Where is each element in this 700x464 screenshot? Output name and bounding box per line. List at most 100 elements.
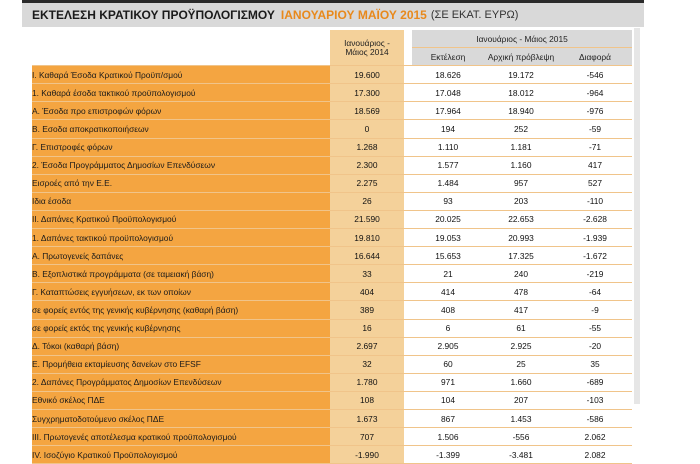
row-label: Β. Εσοδα αποκρατικοποιήσεων xyxy=(32,119,330,139)
value-forecast: 252 xyxy=(484,119,558,139)
value-execution: 1.577 xyxy=(412,156,484,175)
value-difference: 417 xyxy=(558,156,633,175)
table-row: ΙΙΙ. Πρωτογενές αποτέλεσμα κρατικού προϋ… xyxy=(32,427,633,447)
value-forecast: 1.160 xyxy=(484,156,558,175)
value-2014: -1.990 xyxy=(330,445,404,464)
table-title: ΕΚΤΕΛΕΣΗ ΚΡΑΤΙΚΟΥ ΠΡΟΫΠΟΛΟΓΙΣΜΟΥ xyxy=(32,8,275,22)
value-execution: 408 xyxy=(412,300,484,320)
value-2014: 1.673 xyxy=(330,409,404,429)
row-label: σε φορείς εκτός της γενικής κυβέρνησης xyxy=(32,319,330,338)
value-execution: -1.399 xyxy=(412,445,484,464)
value-execution: 867 xyxy=(412,409,484,429)
row-label: Α. Έσοδα προ επιστροφών φόρων xyxy=(32,101,330,121)
value-forecast: 22.653 xyxy=(484,210,558,230)
separator-cell xyxy=(404,445,412,464)
table-row: Γ. Επιστροφές φόρων 1.268 1.110 1.181 -71 xyxy=(32,138,633,157)
value-forecast: 957 xyxy=(484,174,558,193)
value-difference: -71 xyxy=(558,138,633,157)
value-2014: 0 xyxy=(330,119,404,139)
separator-cell xyxy=(404,228,412,248)
header-2014-line1: Ιανουάριος - xyxy=(344,37,390,48)
value-forecast: 1.660 xyxy=(484,373,558,392)
value-2014: 19.600 xyxy=(330,65,404,85)
value-difference: -110 xyxy=(558,192,633,211)
table-row: ΙΙ. Δαπάνες Κρατικού Προϋπολογισμού 21.59… xyxy=(32,210,633,230)
value-2014: 2.300 xyxy=(330,156,404,175)
value-2014: 108 xyxy=(330,391,404,410)
value-2014: 16 xyxy=(330,319,404,338)
row-label: Δ. Τόκοι (καθαρή βάση) xyxy=(32,337,330,356)
header-group-2015: Ιανουάριος - Μάιος 2015 xyxy=(412,30,633,49)
value-forecast: 240 xyxy=(484,264,558,284)
separator-cell xyxy=(404,391,412,410)
value-execution: 21 xyxy=(412,264,484,284)
value-2014: 18.569 xyxy=(330,101,404,121)
value-execution: 1.506 xyxy=(412,427,484,447)
value-execution: 6 xyxy=(412,319,484,338)
row-label: 1. Δαπάνες τακτικού προϋπολογισμού xyxy=(32,228,330,248)
value-2014: 32 xyxy=(330,355,404,374)
separator-cell xyxy=(404,138,412,157)
row-label: ΙΙ. Δαπάνες Κρατικού Προϋπολογισμού xyxy=(32,210,330,230)
value-execution: 19.053 xyxy=(412,228,484,248)
value-execution: 2.905 xyxy=(412,337,484,356)
separator-cell xyxy=(404,210,412,230)
row-label: Α. Πρωτογενείς δαπάνες xyxy=(32,246,330,266)
row-label: Εισροές από την Ε.Ε. xyxy=(32,174,330,193)
value-2014: 1.780 xyxy=(330,373,404,392)
row-label: 2. Έσοδα Προγράμματος Δημοσίων Επενδύσεω… xyxy=(32,156,330,175)
row-label: Γ. Επιστροφές φόρων xyxy=(32,138,330,157)
value-forecast: 1.453 xyxy=(484,409,558,429)
value-forecast: 25 xyxy=(484,355,558,374)
budget-table: Ιανουάριος - Μάιος 2014 Ιανουάριος - Μάι… xyxy=(32,30,633,464)
value-2014: 16.644 xyxy=(330,246,404,266)
table-row: Εθνικό σκέλος ΠΔΕ 108 104 207 -103 xyxy=(32,391,633,410)
value-difference: -964 xyxy=(558,83,633,103)
value-forecast: 18.012 xyxy=(484,83,558,103)
page-edge xyxy=(634,0,640,404)
value-difference: -1.672 xyxy=(558,246,633,266)
table-unit: (ΣΕ ΕΚΑΤ. ΕΥΡΩ) xyxy=(430,9,519,21)
separator-cell xyxy=(404,192,412,211)
value-execution: 414 xyxy=(412,282,484,302)
value-execution: 17.048 xyxy=(412,83,484,103)
value-2014: 2.275 xyxy=(330,174,404,193)
header-forecast: Αρχική πρόβλεψη xyxy=(484,47,558,67)
row-label: 2. Δαπάνες Προγράμματος Δημοσίων Επενδύσ… xyxy=(32,373,330,392)
value-difference: -546 xyxy=(558,65,633,85)
table-row: 1. Καθαρά έσοδα τακτικού προϋπολογισμού 1… xyxy=(32,83,633,103)
separator-cell xyxy=(404,355,412,374)
value-forecast: 207 xyxy=(484,391,558,410)
separator-cell xyxy=(404,409,412,429)
value-forecast: 2.925 xyxy=(484,337,558,356)
value-2014: 33 xyxy=(330,264,404,284)
table-row: 2. Δαπάνες Προγράμματος Δημοσίων Επενδύσ… xyxy=(32,373,633,392)
value-execution: 15.653 xyxy=(412,246,484,266)
value-forecast: -556 xyxy=(484,427,558,447)
header-row: Ιανουάριος - Μάιος 2014 Ιανουάριος - Μάι… xyxy=(32,30,633,67)
value-execution: 971 xyxy=(412,373,484,392)
row-label: σε φορείς εντός της γενικής κυβέρνησης (… xyxy=(32,300,330,320)
separator-cell xyxy=(404,246,412,266)
table-row: IV. Ισοζύγιο Κρατικού Προϋπολογισμού -1.9… xyxy=(32,445,633,464)
table-row: Ι. Καθαρά Έσοδα Κρατικού Προϋπ/σμού 19.60… xyxy=(32,65,633,85)
value-difference: -20 xyxy=(558,337,633,356)
separator-cell xyxy=(404,83,412,103)
value-forecast: 478 xyxy=(484,282,558,302)
header-execution: Εκτέλεση xyxy=(412,47,484,67)
table-row: 1. Δαπάνες τακτικού προϋπολογισμού 19.810… xyxy=(32,228,633,248)
row-label: ΙΙΙ. Πρωτογενές αποτέλεσμα κρατικού προϋ… xyxy=(32,427,330,447)
separator-cell xyxy=(404,319,412,338)
value-difference: 2.062 xyxy=(558,427,633,447)
value-difference: -219 xyxy=(558,264,633,284)
row-label: Ε. Προμήθεια εκταμίευσης δανείων στο EFS… xyxy=(32,355,330,374)
table-row: Α. Πρωτογενείς δαπάνες 16.644 15.653 17.325… xyxy=(32,246,633,266)
separator-cell xyxy=(404,119,412,139)
separator-cell xyxy=(404,300,412,320)
value-2014: 21.590 xyxy=(330,210,404,230)
table-row: Δ. Τόκοι (καθαρή βάση) 2.697 2.905 2.925 -20 xyxy=(32,337,633,356)
value-forecast: 61 xyxy=(484,319,558,338)
value-difference: -976 xyxy=(558,101,633,121)
title-box: ΕΚΤΕΛΕΣΗ ΚΡΑΤΙΚΟΥ ΠΡΟΫΠΟΛΟΓΙΣΜΟΥ ΙΑΝΟΥΑΡ… xyxy=(22,0,644,27)
row-label: IV. Ισοζύγιο Κρατικού Προϋπολογισμού xyxy=(32,445,330,464)
